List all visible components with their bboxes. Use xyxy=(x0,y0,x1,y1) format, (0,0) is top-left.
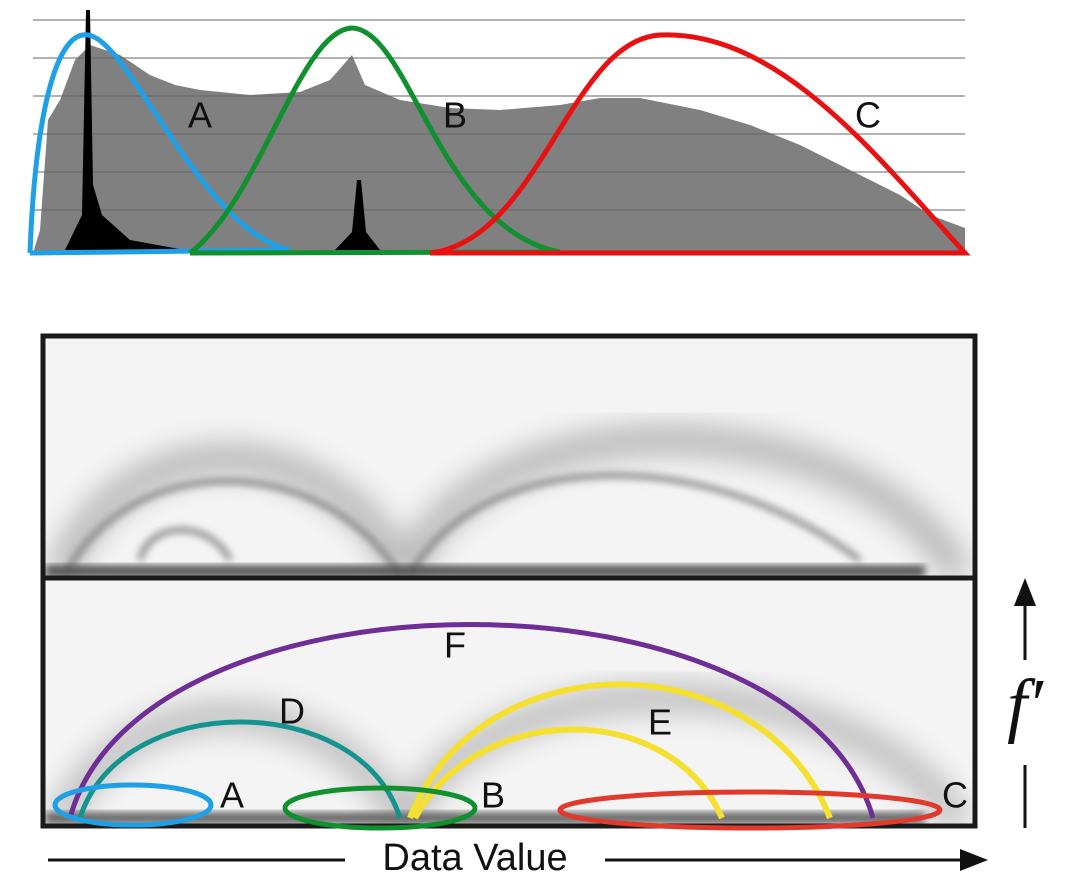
ellipse-a xyxy=(52,782,214,828)
image-panel xyxy=(43,578,975,826)
arc-d xyxy=(77,719,403,819)
y-axis-label: f′ xyxy=(1007,665,1044,745)
curve-b xyxy=(188,25,561,256)
label: D xyxy=(279,691,305,732)
curve-a xyxy=(27,32,291,256)
image-panel xyxy=(43,336,975,578)
annotations xyxy=(52,622,943,831)
ellipse-b xyxy=(282,785,478,831)
arc-e-outer xyxy=(407,681,833,820)
label: A xyxy=(188,95,212,136)
curve-c xyxy=(429,32,971,256)
arc-f xyxy=(67,622,876,819)
histogram-spike xyxy=(65,10,185,250)
label: C xyxy=(855,95,881,136)
histogram-spike xyxy=(335,180,380,250)
label: C xyxy=(942,775,968,816)
x-axis-arrow xyxy=(48,849,988,871)
y-axis-arrow xyxy=(1014,578,1036,828)
label: F xyxy=(444,625,466,666)
panel-frame xyxy=(40,575,978,829)
label: B xyxy=(443,95,467,136)
label: E xyxy=(648,702,672,743)
histogram-area xyxy=(33,45,965,253)
label: B xyxy=(481,775,505,816)
histogram: A B C xyxy=(27,10,971,256)
label: A xyxy=(220,775,244,816)
ellipse-c xyxy=(557,789,943,831)
x-axis-label: Data Value xyxy=(382,837,567,879)
arc-e-inner xyxy=(412,726,725,820)
